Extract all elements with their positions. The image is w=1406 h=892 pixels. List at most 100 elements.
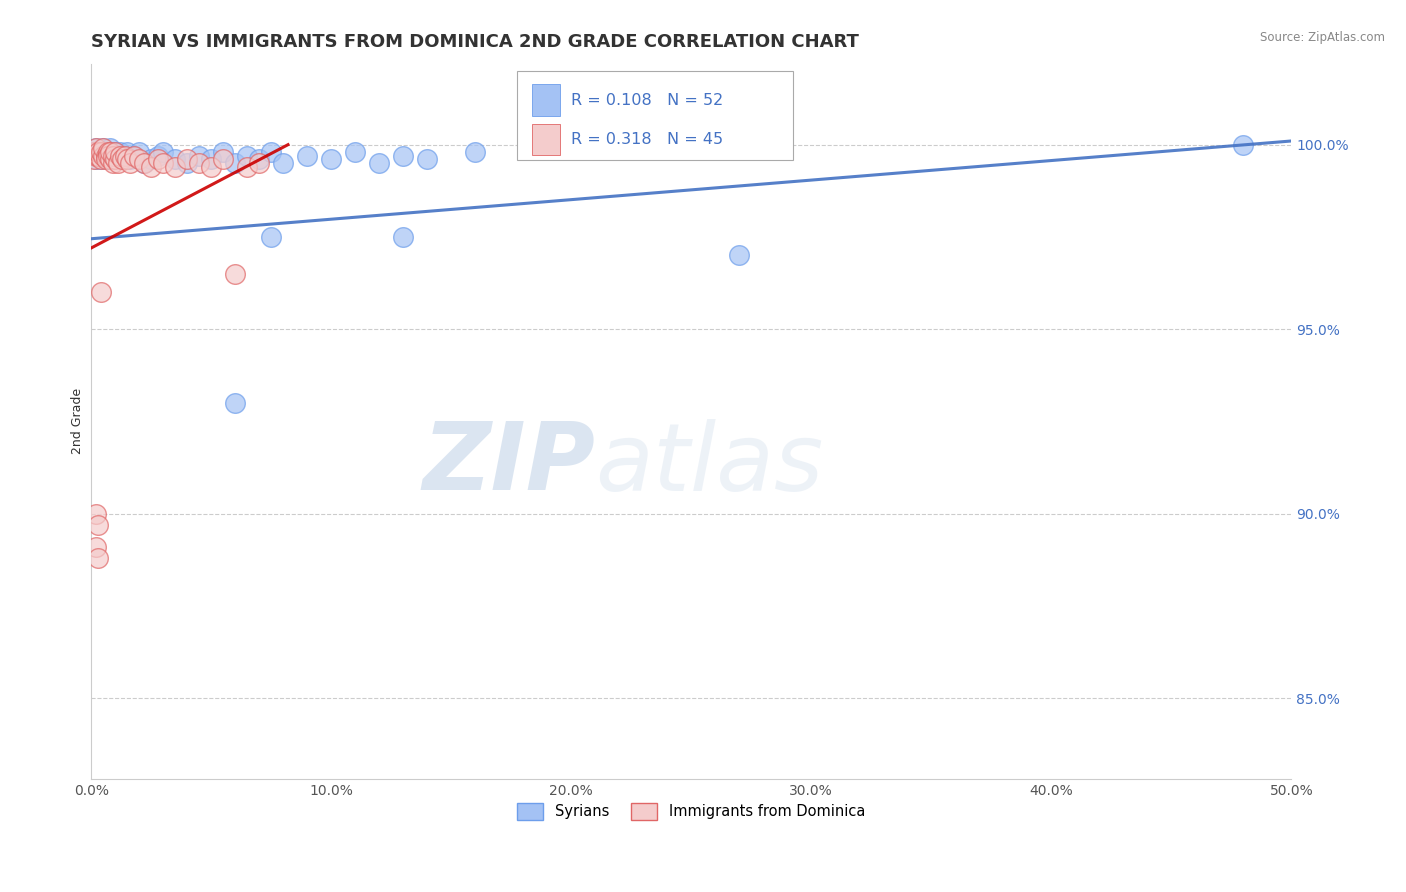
Point — [392, 149, 415, 163]
Point — [94, 149, 117, 163]
Point — [101, 156, 124, 170]
Point — [224, 267, 246, 281]
Point — [87, 145, 110, 159]
Point — [91, 149, 114, 163]
Point — [101, 149, 124, 163]
Point — [83, 145, 105, 159]
Point — [84, 540, 107, 554]
Point — [104, 153, 127, 167]
FancyBboxPatch shape — [517, 70, 793, 161]
Point — [94, 149, 117, 163]
Point — [111, 153, 134, 167]
Point — [84, 141, 107, 155]
Point — [1232, 137, 1254, 152]
Point — [260, 230, 283, 244]
Point — [118, 153, 141, 167]
Point — [200, 153, 222, 167]
Point — [108, 145, 131, 159]
Point — [148, 149, 170, 163]
Point — [84, 507, 107, 521]
Point — [83, 153, 105, 167]
Point — [212, 145, 235, 159]
Point — [84, 149, 107, 163]
Point — [224, 156, 246, 170]
Point — [224, 396, 246, 410]
Point — [87, 517, 110, 532]
Point — [141, 160, 163, 174]
Point — [111, 153, 134, 167]
Text: ZIP: ZIP — [422, 418, 595, 510]
Point — [91, 141, 114, 155]
Point — [100, 153, 122, 167]
Point — [128, 153, 150, 167]
Point — [416, 153, 439, 167]
Point — [90, 145, 112, 159]
Point — [87, 149, 110, 163]
Point — [100, 149, 122, 163]
FancyBboxPatch shape — [531, 84, 561, 116]
Point — [115, 145, 138, 159]
Point — [212, 153, 235, 167]
Point — [114, 149, 136, 163]
Point — [87, 145, 110, 159]
Point — [101, 149, 124, 163]
Point — [188, 149, 211, 163]
Point — [91, 141, 114, 155]
Point — [91, 149, 114, 163]
Point — [132, 156, 155, 170]
Point — [176, 153, 198, 167]
Point — [132, 156, 155, 170]
Point — [90, 285, 112, 300]
Point — [94, 145, 117, 159]
Point — [165, 160, 187, 174]
Point — [271, 156, 294, 170]
Point — [128, 145, 150, 159]
Point — [118, 156, 141, 170]
Point — [176, 156, 198, 170]
Point — [247, 153, 270, 167]
Text: R = 0.318   N = 45: R = 0.318 N = 45 — [571, 132, 723, 147]
Point — [104, 145, 127, 159]
Point — [141, 153, 163, 167]
Point — [100, 145, 122, 159]
Point — [108, 149, 131, 163]
Point — [94, 153, 117, 167]
Point — [392, 230, 415, 244]
Point — [200, 160, 222, 174]
Point — [236, 160, 259, 174]
Point — [84, 153, 107, 167]
Point — [152, 156, 174, 170]
Legend: Syrians, Immigrants from Dominica: Syrians, Immigrants from Dominica — [512, 797, 872, 826]
Point — [297, 149, 319, 163]
Point — [90, 153, 112, 167]
Point — [124, 149, 146, 163]
Point — [90, 153, 112, 167]
Y-axis label: 2nd Grade: 2nd Grade — [72, 388, 84, 454]
Point — [101, 153, 124, 167]
Point — [107, 149, 129, 163]
Point — [90, 145, 112, 159]
Point — [107, 156, 129, 170]
Point — [97, 145, 120, 159]
Point — [104, 145, 127, 159]
Point — [368, 156, 391, 170]
Point — [97, 153, 120, 167]
Point — [100, 141, 122, 155]
Point — [188, 156, 211, 170]
Point — [87, 550, 110, 565]
Point — [165, 153, 187, 167]
Point — [97, 149, 120, 163]
Point — [152, 145, 174, 159]
Point — [84, 141, 107, 155]
Point — [83, 145, 105, 159]
Text: R = 0.108   N = 52: R = 0.108 N = 52 — [571, 93, 724, 108]
Point — [87, 149, 110, 163]
Point — [247, 156, 270, 170]
Point — [344, 145, 367, 159]
Text: SYRIAN VS IMMIGRANTS FROM DOMINICA 2ND GRADE CORRELATION CHART: SYRIAN VS IMMIGRANTS FROM DOMINICA 2ND G… — [91, 33, 859, 51]
Point — [115, 153, 138, 167]
Text: Source: ZipAtlas.com: Source: ZipAtlas.com — [1260, 31, 1385, 45]
Text: atlas: atlas — [595, 419, 824, 510]
Point — [97, 145, 120, 159]
FancyBboxPatch shape — [531, 124, 561, 155]
